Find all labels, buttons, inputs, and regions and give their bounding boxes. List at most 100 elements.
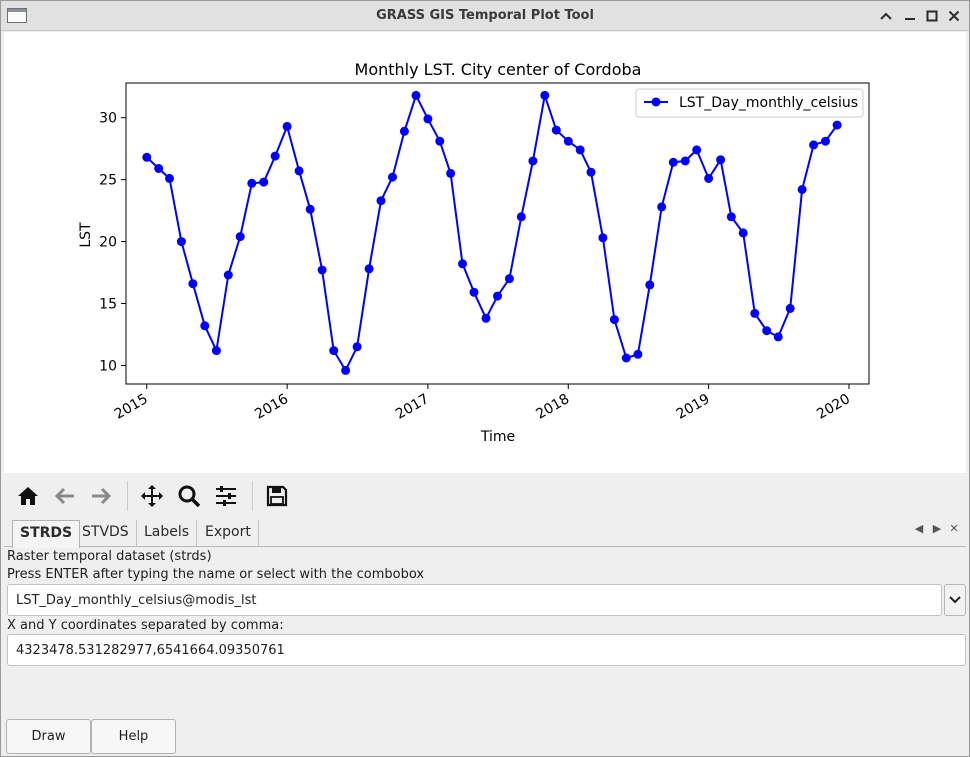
data-point <box>388 172 397 182</box>
configure-subplots-button[interactable] <box>212 483 240 509</box>
chart-legend: LST_Day_monthly_celsius <box>635 88 864 118</box>
x-tick-label: 2016 <box>252 391 291 423</box>
configure-subplots-icon <box>216 486 236 506</box>
data-point <box>458 259 467 269</box>
back-arrow-icon <box>54 487 74 505</box>
data-point <box>247 178 257 188</box>
data-point <box>575 145 585 155</box>
zoom-icon <box>178 485 201 508</box>
data-point <box>282 121 292 131</box>
title-bar[interactable]: GRASS GIS Temporal Plot Tool <box>1 1 969 31</box>
y-axis-ticks: 10 15 20 25 30 <box>99 111 126 374</box>
maximize-icon <box>926 10 938 22</box>
data-point <box>200 321 210 331</box>
data-point <box>364 264 374 274</box>
data-point <box>716 155 726 165</box>
data-point <box>726 212 736 222</box>
data-point <box>259 177 269 187</box>
close-icon <box>948 10 960 22</box>
roll-up-button[interactable] <box>877 6 895 26</box>
data-point <box>504 274 514 284</box>
strds-dataset-combobox[interactable]: LST_Day_monthly_celsius@modis_lst <box>7 584 942 616</box>
maximize-button[interactable] <box>923 6 941 26</box>
data-point <box>621 353 631 363</box>
strds-heading: Raster temporal dataset (strds) <box>7 549 212 564</box>
coords-input[interactable]: 4323478.531282977,6541664.09350761 <box>7 634 966 666</box>
y-axis-label: LST <box>78 222 94 248</box>
home-icon <box>18 487 38 505</box>
data-point <box>481 313 491 323</box>
data-point <box>329 346 339 356</box>
combobox-dropdown-button[interactable] <box>944 584 966 616</box>
data-point <box>668 157 678 167</box>
legend-label: LST_Day_monthly_celsius <box>679 95 858 111</box>
data-point <box>645 280 655 290</box>
pan-button[interactable] <box>138 483 166 509</box>
data-point <box>235 232 245 242</box>
data-point <box>376 196 386 206</box>
close-window-button[interactable] <box>945 6 963 26</box>
home-button[interactable] <box>14 483 42 509</box>
y-tick-label: 20 <box>99 235 117 251</box>
data-point <box>142 152 152 162</box>
tab-scroll-right-button[interactable]: ▶ <box>932 522 942 535</box>
tab-export[interactable]: Export <box>198 520 259 547</box>
data-point <box>609 315 619 325</box>
legend-box <box>635 88 864 118</box>
x-tick-label: 2018 <box>533 391 572 423</box>
tab-close-button[interactable]: ✕ <box>949 522 959 535</box>
data-point <box>165 173 174 183</box>
data-point <box>223 270 233 280</box>
x-tick-label: 2015 <box>112 391 151 423</box>
data-point <box>435 136 445 146</box>
action-bar: Draw Help <box>4 715 966 756</box>
tab-strds[interactable]: STRDS <box>12 520 81 548</box>
zoom-button[interactable] <box>175 483 203 509</box>
data-point <box>294 166 304 176</box>
legend-marker <box>651 97 661 107</box>
data-point <box>797 185 807 194</box>
data-point <box>657 202 667 212</box>
plot-canvas[interactable]: 2015 2016 2017 2018 2019 2020 10 15 20 25 30 Mont… <box>4 32 966 473</box>
data-point <box>317 265 327 275</box>
data-point <box>704 173 714 183</box>
x-tick-label: 2017 <box>393 391 432 423</box>
tab-stvds[interactable]: STVDS <box>75 520 137 547</box>
data-point <box>750 308 760 318</box>
chevron-up-icon <box>880 12 892 20</box>
data-point <box>469 287 479 297</box>
data-point <box>305 204 315 214</box>
data-point <box>352 342 362 352</box>
toolbar-separator <box>252 481 253 511</box>
data-point <box>341 365 351 375</box>
data-point <box>211 346 221 356</box>
chevron-down-icon <box>949 596 961 604</box>
tab-labels[interactable]: Labels <box>137 520 198 547</box>
data-point <box>270 151 280 161</box>
chart-marks <box>142 90 842 375</box>
input-tabs: STRDS STVDS Labels Export ◀ ▶ ✕ <box>4 518 966 548</box>
tab-scroll-left-button[interactable]: ◀ <box>914 522 924 535</box>
data-point <box>692 145 702 155</box>
y-tick-label: 30 <box>99 111 117 127</box>
window-app-icon[interactable] <box>7 8 27 23</box>
data-point <box>680 156 690 166</box>
window-title: GRASS GIS Temporal Plot Tool <box>376 8 594 23</box>
draw-button[interactable]: Draw <box>6 719 91 754</box>
data-point <box>563 136 573 146</box>
plot-frame <box>125 82 870 385</box>
save-figure-button[interactable] <box>263 483 291 509</box>
forward-arrow-icon <box>92 487 112 505</box>
x-tick-label: 2019 <box>674 391 713 423</box>
data-point <box>423 114 433 124</box>
y-tick-label: 10 <box>99 358 117 374</box>
minimize-button[interactable] <box>901 6 919 26</box>
data-point <box>446 168 456 178</box>
forward-button[interactable] <box>87 483 115 509</box>
data-point <box>528 156 538 166</box>
help-button[interactable]: Help <box>91 719 176 754</box>
data-point <box>762 326 772 336</box>
back-button[interactable] <box>51 483 79 509</box>
data-point <box>176 237 186 247</box>
